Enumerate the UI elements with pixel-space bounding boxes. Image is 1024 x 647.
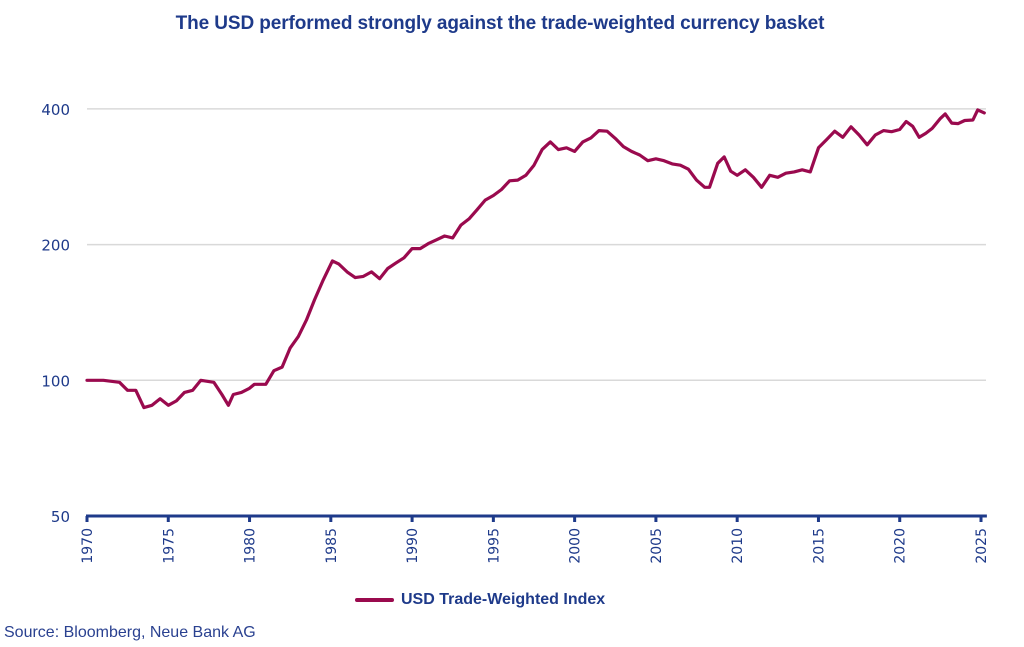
y-tick-label: 100: [41, 372, 70, 390]
legend-swatch: [355, 598, 394, 602]
x-tick-label: 1980: [243, 528, 259, 564]
x-axis: 1970 1975 1980 1985 1990 1995 2000 2005 2010 2015…: [80, 514, 990, 564]
x-tick-label: 2000: [568, 528, 584, 564]
gridlines: [87, 108, 986, 382]
x-tick-label: 1995: [486, 528, 502, 564]
series-line: [85, 108, 986, 410]
x-tick-label: 2025: [974, 528, 990, 564]
x-tick-label: 1975: [161, 528, 177, 564]
y-axis-ticks: 50 100 200 400: [41, 101, 70, 526]
y-tick-label: 200: [41, 237, 70, 255]
x-tick-label: 2020: [893, 528, 909, 564]
x-tick-label: 1970: [80, 528, 96, 564]
chart-title: The USD performed strongly against the t…: [175, 13, 825, 34]
x-tick-label: 2005: [649, 528, 665, 564]
x-tick-label: 2010: [730, 528, 746, 564]
y-tick-label: 400: [41, 101, 70, 119]
x-tick-label: 1990: [405, 528, 421, 564]
series-layer: [85, 108, 986, 410]
source-note: Source: Bloomberg, Neue Bank AG: [4, 624, 256, 641]
legend-label: USD Trade-Weighted Index: [401, 591, 606, 608]
x-tick-label: 2015: [811, 528, 827, 564]
legend: USD Trade-Weighted Index: [355, 591, 605, 609]
x-tick-label: 1985: [324, 528, 340, 564]
y-tick-label: 50: [51, 508, 70, 526]
